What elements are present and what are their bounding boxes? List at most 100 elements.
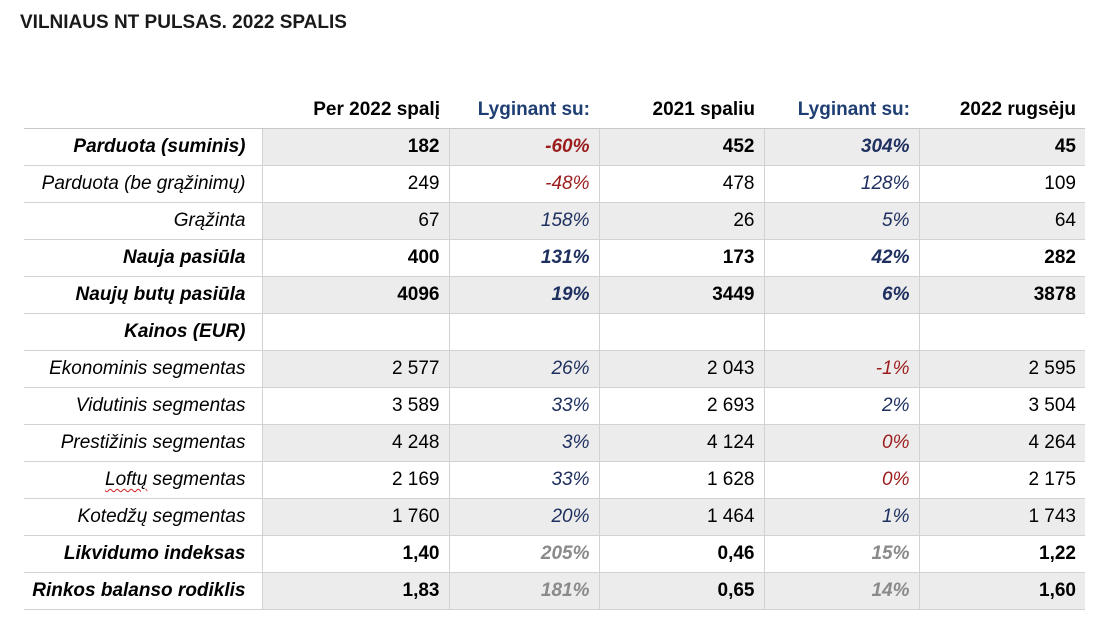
row-label: Parduota (suminis) — [24, 128, 262, 166]
change-vs-sep-2022: 14% — [763, 572, 919, 610]
row-label: Rinkos balanso rodiklis — [24, 572, 262, 610]
value-sep-2022: 45 — [918, 128, 1085, 166]
change-vs-sep-2022: -1% — [763, 350, 919, 388]
table-row: Parduota (suminis) 182 -60% 452 304% 45 — [24, 128, 1085, 166]
value-oct-2021: 2 043 — [598, 350, 764, 388]
value-sep-2022: 1,60 — [918, 572, 1085, 610]
change-vs-oct-2021: 20% — [448, 498, 599, 536]
row-label: Kotedžų segmentas — [24, 498, 262, 536]
change-vs-sep-2022: 0% — [763, 424, 919, 462]
value-oct-2021: 1 628 — [598, 461, 764, 499]
table-row: Parduota (be grąžinimų) 249 -48% 478 128% 109 — [24, 165, 1085, 203]
value-oct-2021: 0,46 — [598, 535, 764, 573]
change-vs-sep-2022: 128% — [763, 165, 919, 203]
table-row: Likvidumo indeksas 1,40 205% 0,46 15% 1,22 — [24, 535, 1085, 573]
value-oct-2021: 0,65 — [598, 572, 764, 610]
change-vs-oct-2021: 205% — [448, 535, 599, 573]
value-oct-2022: 249 — [261, 165, 449, 203]
row-label: Parduota (be grąžinimų) — [24, 165, 262, 203]
value-oct-2022: 400 — [261, 239, 449, 277]
value-oct-2022: 1 760 — [261, 498, 449, 536]
row-label: Vidutinis segmentas — [24, 387, 262, 425]
value-oct-2022: 1,83 — [261, 572, 449, 610]
change-vs-sep-2022: 6% — [763, 276, 919, 314]
value-oct-2021: 173 — [598, 239, 764, 277]
change-vs-sep-2022: 5% — [763, 202, 919, 240]
row-label: Kainos (EUR) — [24, 313, 262, 351]
header-compare-1: Lyginant su: — [449, 92, 599, 129]
value-sep-2022: 64 — [918, 202, 1085, 240]
change-vs-oct-2021: -60% — [448, 128, 599, 166]
value-oct-2022: 182 — [261, 128, 449, 166]
change-vs-oct-2021: 3% — [448, 424, 599, 462]
value-oct-2021 — [598, 313, 764, 351]
table-row: Loftų segmentas 2 169 33% 1 628 0% 2 175 — [24, 461, 1085, 499]
table-row: Naujų butų pasiūla 4096 19% 3449 6% 3878 — [24, 276, 1085, 314]
change-vs-oct-2021: 19% — [448, 276, 599, 314]
value-oct-2022: 3 589 — [261, 387, 449, 425]
change-vs-oct-2021: 181% — [448, 572, 599, 610]
value-sep-2022: 2 175 — [918, 461, 1085, 499]
value-sep-2022: 1 743 — [918, 498, 1085, 536]
value-sep-2022: 109 — [918, 165, 1085, 203]
value-oct-2022 — [261, 313, 449, 351]
page-title: VILNIAUS NT PULSAS. 2022 SPALIS — [20, 12, 347, 33]
value-oct-2022: 4096 — [261, 276, 449, 314]
table-body: Parduota (suminis) 182 -60% 452 304% 45 Parduo… — [24, 128, 1085, 610]
header-sep-2022: 2022 rugsėju — [919, 92, 1085, 129]
header-row: Per 2022 spalį Lyginant su: 2021 spaliu … — [24, 92, 1085, 129]
row-label: Likvidumo indeksas — [24, 535, 262, 573]
value-sep-2022: 4 264 — [918, 424, 1085, 462]
table-row: Nauja pasiūla 400 131% 173 42% 282 — [24, 239, 1085, 277]
change-vs-sep-2022: 15% — [763, 535, 919, 573]
header-oct-2022: Per 2022 spalį — [262, 92, 449, 129]
change-vs-sep-2022: 2% — [763, 387, 919, 425]
header-oct-2021: 2021 spaliu — [599, 92, 764, 129]
row-label-rest: segmentas — [147, 469, 246, 490]
value-sep-2022: 282 — [918, 239, 1085, 277]
value-sep-2022: 1,22 — [918, 535, 1085, 573]
table-row: Ekonominis segmentas 2 577 26% 2 043 -1% 2 59… — [24, 350, 1085, 388]
header-label-col — [24, 92, 262, 129]
table-row: Rinkos balanso rodiklis 1,83 181% 0,65 14% 1,… — [24, 572, 1085, 610]
value-sep-2022: 3 504 — [918, 387, 1085, 425]
value-oct-2021: 26 — [598, 202, 764, 240]
value-oct-2021: 3449 — [598, 276, 764, 314]
value-oct-2021: 4 124 — [598, 424, 764, 462]
table-row: Prestižinis segmentas 4 248 3% 4 124 0% 4 264 — [24, 424, 1085, 462]
row-label: Ekonominis segmentas — [24, 350, 262, 388]
spellcheck-word: Loftų — [105, 469, 148, 490]
change-vs-oct-2021: 26% — [448, 350, 599, 388]
change-vs-oct-2021: 33% — [448, 387, 599, 425]
value-sep-2022 — [918, 313, 1085, 351]
value-oct-2022: 67 — [261, 202, 449, 240]
change-vs-oct-2021 — [448, 313, 599, 351]
value-oct-2021: 478 — [598, 165, 764, 203]
table-row: Kainos (EUR) — [24, 313, 1085, 351]
value-oct-2022: 2 169 — [261, 461, 449, 499]
value-oct-2021: 452 — [598, 128, 764, 166]
value-oct-2022: 1,40 — [261, 535, 449, 573]
value-oct-2022: 4 248 — [261, 424, 449, 462]
change-vs-sep-2022 — [763, 313, 919, 351]
change-vs-sep-2022: 42% — [763, 239, 919, 277]
row-label: Loftų segmentas — [24, 461, 262, 499]
value-oct-2021: 2 693 — [598, 387, 764, 425]
row-label: Naujų butų pasiūla — [24, 276, 262, 314]
header-compare-2: Lyginant su: — [764, 92, 919, 129]
change-vs-oct-2021: 33% — [448, 461, 599, 499]
change-vs-sep-2022: 0% — [763, 461, 919, 499]
value-sep-2022: 3878 — [918, 276, 1085, 314]
table-row: Vidutinis segmentas 3 589 33% 2 693 2% 3 504 — [24, 387, 1085, 425]
value-oct-2021: 1 464 — [598, 498, 764, 536]
change-vs-oct-2021: -48% — [448, 165, 599, 203]
value-oct-2022: 2 577 — [261, 350, 449, 388]
change-vs-oct-2021: 158% — [448, 202, 599, 240]
value-sep-2022: 2 595 — [918, 350, 1085, 388]
row-label: Nauja pasiūla — [24, 239, 262, 277]
change-vs-sep-2022: 1% — [763, 498, 919, 536]
table-row: Grąžinta 67 158% 26 5% 64 — [24, 202, 1085, 240]
change-vs-sep-2022: 304% — [763, 128, 919, 166]
table-row: Kotedžų segmentas 1 760 20% 1 464 1% 1 743 — [24, 498, 1085, 536]
change-vs-oct-2021: 131% — [448, 239, 599, 277]
